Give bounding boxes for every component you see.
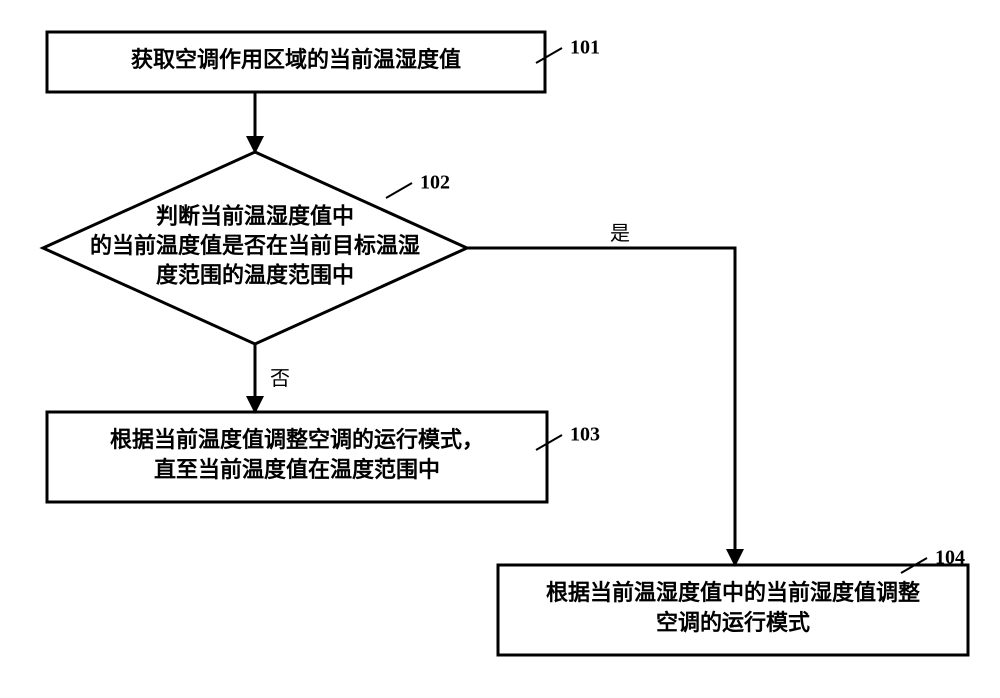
node-n103-callout-line bbox=[536, 435, 562, 450]
node-n104-text: 根据当前温湿度值中的当前湿度值调整空调的运行模式 bbox=[546, 580, 920, 635]
node-n103-text: 根据当前温度值调整空调的运行模式， 直至当前温度值在温度范围中 bbox=[110, 427, 484, 482]
edge-1-label: 否 bbox=[270, 368, 290, 390]
svg-text:获取空调作用区域的当前温湿度值: 获取空调作用区域的当前温湿度值 bbox=[131, 47, 461, 72]
svg-text:直至当前温度值在温度范围中: 直至当前温度值在温度范围中 bbox=[154, 457, 440, 482]
edge-2-label: 是 bbox=[610, 223, 630, 245]
node-n102-text: 判断当前温湿度值中的当前温度值是否在当前目标温湿度范围的温度范围中 bbox=[90, 203, 420, 287]
node-n102-callout-line bbox=[386, 183, 412, 198]
flowchart: 获取空调作用区域的当前温湿度值 101 判断当前温湿度值中的当前温度值是否在当前目标… bbox=[0, 0, 1000, 698]
edge-2 bbox=[467, 248, 735, 564]
node-n103-callout-label: 103 bbox=[570, 424, 600, 446]
node-n101-text: 获取空调作用区域的当前温湿度值 bbox=[131, 47, 461, 72]
svg-text:的当前温度值是否在当前目标温湿: 的当前温度值是否在当前目标温湿 bbox=[90, 233, 420, 258]
node-n102-callout-label: 102 bbox=[420, 172, 450, 194]
svg-text:根据当前温湿度值中的当前湿度值调整: 根据当前温湿度值中的当前湿度值调整 bbox=[546, 580, 920, 605]
node-n101-callout-label: 101 bbox=[570, 37, 600, 59]
svg-text:根据当前温度值调整空调的运行模式，: 根据当前温度值调整空调的运行模式， bbox=[110, 427, 484, 452]
node-n104-callout-label: 104 bbox=[935, 547, 965, 569]
svg-text:空调的运行模式: 空调的运行模式 bbox=[656, 610, 810, 635]
node-n101-callout-line bbox=[536, 48, 562, 63]
svg-text:度范围的温度范围中: 度范围的温度范围中 bbox=[156, 263, 354, 288]
svg-text:判断当前温湿度值中: 判断当前温湿度值中 bbox=[156, 203, 354, 228]
